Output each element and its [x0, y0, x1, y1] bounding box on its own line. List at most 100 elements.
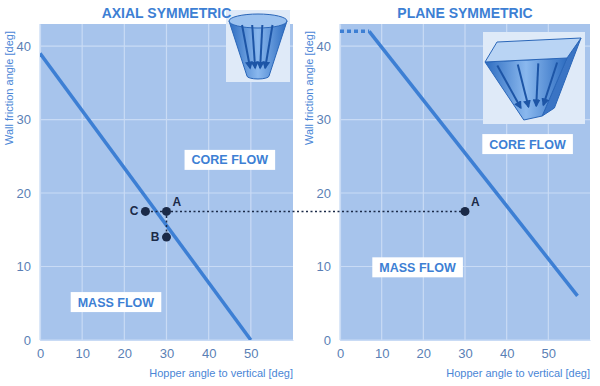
x-tick: 20: [118, 340, 132, 361]
x-tick-label: 20: [417, 346, 431, 361]
chart-svg: 0 10 20 30 40 50 0 10 20 30 40 A BC CORE FLOW MASS FLO…: [0, 0, 600, 386]
y-tick-label: 10: [17, 259, 31, 274]
y-axis: 0 10 20 30 40: [317, 25, 341, 348]
region-label-background: [185, 150, 276, 170]
point-label: C: [130, 204, 139, 218]
region-label-box: CORE FLOW: [482, 134, 573, 154]
boundary-line: [369, 31, 577, 296]
inset-background: [483, 32, 585, 124]
x-tick: 30: [160, 340, 174, 361]
y-tick-label: 40: [317, 39, 331, 54]
y-tick-label: 30: [317, 112, 331, 127]
y-tick: 0: [324, 333, 340, 348]
plot-background: [340, 24, 590, 340]
y-axis-line: [340, 25, 341, 341]
point-label: A: [173, 195, 182, 209]
region-label: MASS FLOW: [78, 296, 155, 310]
region-label-background: [372, 257, 463, 277]
y-tick-label: 0: [24, 333, 31, 348]
y-tick: 40: [317, 39, 340, 54]
x-axis: 0 10 20 30 40 50: [37, 340, 294, 361]
chart-title: PLANE SYMMETRIC: [397, 5, 532, 21]
x-tick: 30: [458, 340, 472, 361]
inset-icon: [226, 10, 290, 82]
y-grid-line: [40, 119, 293, 120]
chart: 0 10 20 30 40 50 0 10 20 30 40 A CORE FLOW MASS FLOW P…: [303, 5, 591, 379]
x-tick-label: 0: [337, 346, 344, 361]
x-grid-line: [464, 24, 465, 340]
x-tick: 0: [37, 340, 44, 361]
x-grid-line: [39, 24, 40, 340]
connector-line: [167, 211, 466, 213]
plot-marks: [40, 53, 251, 340]
y-tick: 30: [17, 112, 40, 127]
region-label-box: MASS FLOW: [372, 257, 463, 277]
x-grid-line: [381, 24, 382, 340]
x-tick: 10: [75, 340, 89, 361]
x-tick-label: 0: [37, 346, 44, 361]
point-label: A: [471, 195, 480, 209]
y-tick: 10: [317, 259, 340, 274]
y-tick: 30: [317, 112, 340, 127]
region-label-background: [482, 134, 573, 154]
y-grid-line: [340, 192, 590, 193]
grid: [340, 24, 590, 340]
y-grid-line: [40, 192, 293, 193]
point-label: B: [151, 230, 160, 244]
region-label: CORE FLOW: [489, 138, 566, 152]
x-tick-label: 50: [542, 346, 556, 361]
x-tick-label: 30: [160, 346, 174, 361]
y-grid-line: [40, 339, 293, 340]
cone-top: [229, 14, 287, 28]
x-tick: 0: [337, 340, 344, 361]
y-tick: 10: [17, 259, 40, 274]
x-tick-label: 20: [118, 346, 132, 361]
flow-arrow: [260, 25, 262, 68]
region-label-box: MASS FLOW: [71, 292, 162, 312]
x-grid-line: [423, 24, 424, 340]
prism-front: [485, 58, 567, 120]
x-tick: 20: [417, 340, 431, 361]
x-tick-label: 40: [500, 346, 514, 361]
flow-arrow: [518, 64, 529, 106]
flow-arrow: [265, 25, 272, 68]
design-point: [141, 207, 150, 216]
x-tick-label: 50: [244, 346, 258, 361]
x-tick: 40: [202, 340, 216, 361]
x-tick: 40: [500, 340, 514, 361]
x-grid-line: [339, 24, 340, 340]
y-tick: 20: [317, 186, 340, 201]
flow-arrow: [497, 65, 520, 107]
x-axis-line: [341, 340, 591, 341]
region-label: CORE FLOW: [192, 153, 269, 167]
x-tick: 10: [375, 340, 389, 361]
y-axis-title: Wall friction angle [deg]: [3, 31, 15, 145]
y-tick: 20: [17, 186, 40, 201]
x-axis-title: Hopper angle to vertical [deg]: [446, 367, 590, 379]
x-axis-line: [41, 340, 294, 341]
x-tick-label: 40: [202, 346, 216, 361]
inset-background: [226, 10, 290, 82]
y-tick-label: 30: [17, 112, 31, 127]
x-grid-line: [208, 24, 209, 340]
flow-arrow: [543, 62, 557, 104]
x-tick: 50: [542, 340, 556, 361]
y-tick-label: 20: [317, 186, 331, 201]
cone-body: [229, 21, 287, 79]
flow-arrow: [252, 25, 255, 68]
prism-top: [485, 38, 581, 62]
y-tick-label: 40: [17, 39, 31, 54]
chart-title: AXIAL SYMMETRIC: [102, 5, 232, 21]
boundary-line: [340, 30, 369, 34]
x-grid-line: [166, 24, 167, 340]
x-axis: 0 10 20 30 40 50: [337, 340, 591, 361]
y-axis: 0 10 20 30 40: [17, 25, 41, 348]
y-tick-label: 0: [324, 333, 331, 348]
region-label-box: CORE FLOW: [185, 150, 276, 170]
x-tick-label: 10: [375, 346, 389, 361]
flow-arrow: [536, 63, 538, 105]
y-grid-line: [340, 339, 590, 340]
x-tick: 50: [244, 340, 258, 361]
y-tick: 0: [24, 333, 40, 348]
y-grid-line: [40, 266, 293, 267]
